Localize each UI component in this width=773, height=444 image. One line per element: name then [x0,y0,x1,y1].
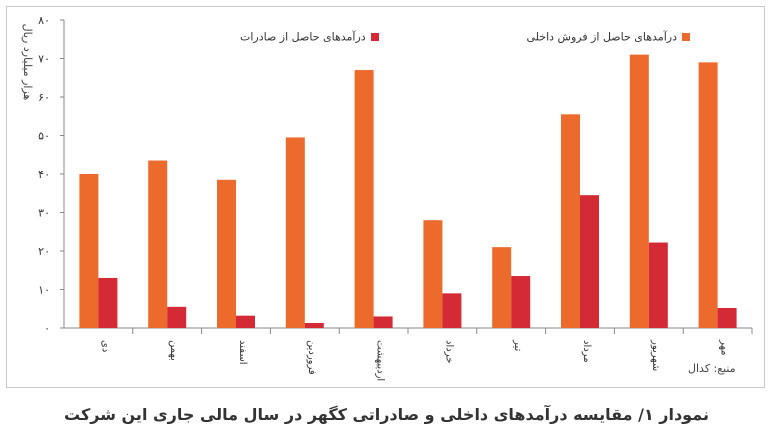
tick-labels: ۰ ۱۰ ۲۰ ۳۰ ۴۰ ۵۰ ۶۰ ۷۰ ۸۰ دی بهمن اسفند فروردین اردیب… [38,14,729,381]
x-category-label: اسفند [237,340,248,364]
x-category-label: فروردین [306,340,317,375]
y-tick-label: ۵۰ [38,130,50,143]
x-category-label: تیر [512,339,523,352]
legend-item-domestic: درآمدهای حاصل از فروش داخلی [526,30,690,44]
bar-export [98,277,118,328]
legend-item-export: درآمدهای حاصل از صادرات [240,30,379,44]
bar-export [236,315,255,328]
chart-caption: نمودار ۱/ مقایسه درآمدهای داخلی و صادرات… [64,405,709,424]
bar-domestic [354,70,374,329]
bar-export [717,307,737,328]
bar-export [373,316,393,328]
x-category-label: شهریور [650,339,661,371]
y-tick-label: ۰ [44,322,50,335]
bar-domestic [561,114,580,328]
y-tick-label: ۷۰ [38,53,50,66]
x-category-label: دی [99,340,110,352]
bar-domestic [492,247,512,328]
bar-export [442,293,462,328]
y-tick-label: ۴۰ [38,168,50,181]
legend-swatch-domestic [682,33,690,41]
y-tick-label: ۱۰ [38,284,50,297]
legend-swatch-export [370,33,379,41]
x-category-label: مهر [719,339,730,355]
bar-export [167,306,187,328]
bar-domestic [285,137,305,328]
bar-export [304,322,324,328]
bar-domestic [148,160,168,328]
y-tick-label: ۲۰ [38,245,50,258]
y-axis-title: هزار میلیارد ریال [21,24,34,101]
x-category-label: مرداد [581,340,592,363]
x-category-label: خرداد [443,340,454,363]
y-tick-label: ۶۰ [38,91,50,104]
bars [79,54,737,329]
bar-export [648,242,668,328]
bar-export [511,276,531,328]
bar-domestic [698,62,718,328]
y-tick-label: ۳۰ [38,207,50,220]
bar-domestic [217,179,236,328]
x-category-label: اردیبهشت [375,340,386,381]
y-tick-label: ۸۰ [38,14,50,27]
bar-domestic [423,220,443,328]
x-category-label: بهمن [168,340,179,361]
source-note: منبع: کدال [688,362,736,375]
bar-domestic [629,54,649,329]
legend-label-domestic: درآمدهای حاصل از فروش داخلی [526,30,677,44]
legend-label-export: درآمدهای حاصل از صادرات [240,30,366,44]
bar-export [580,195,599,328]
bar-domestic [79,174,99,328]
